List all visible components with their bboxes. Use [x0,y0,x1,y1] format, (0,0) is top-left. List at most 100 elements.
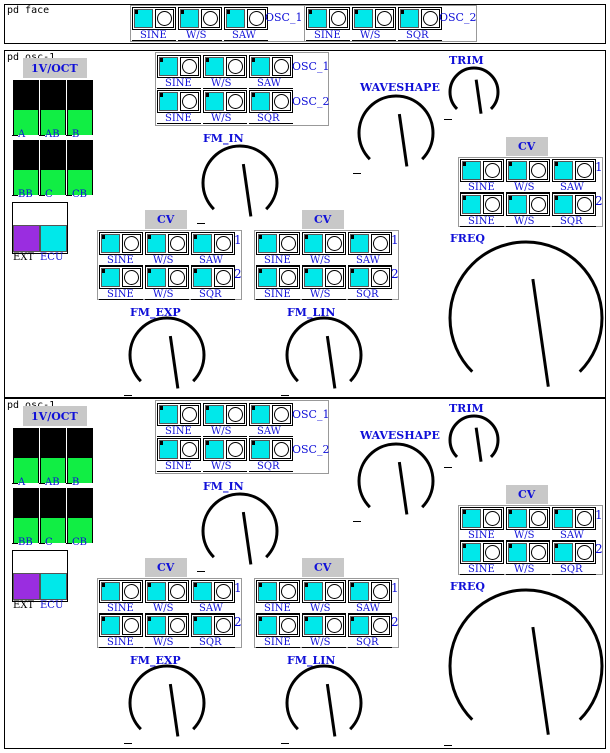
cv-slot[interactable]: SQR [347,613,393,648]
osc-select-slot[interactable]: SINE [156,89,202,124]
bang-button[interactable] [483,161,502,180]
cv-slot[interactable]: SAW [190,579,236,614]
cv-slot[interactable]: W/S [301,231,347,266]
bang-button[interactable] [325,268,344,287]
cv-slot[interactable]: W/S [301,265,347,300]
waveform-toggle[interactable] [350,234,369,253]
face-waveform-slot[interactable]: SAW [223,6,269,41]
cv-slot[interactable]: W/S [301,579,347,614]
cv-slot[interactable]: W/S [144,579,190,614]
osc-select-slot[interactable]: SINE [156,54,202,89]
pitch-vslider[interactable]: B [66,80,93,140]
bang-button[interactable] [575,161,594,180]
waveform-toggle[interactable] [258,268,277,287]
bang-button[interactable] [529,195,548,214]
bang-button[interactable] [529,509,548,528]
osc-select-slot[interactable]: W/S [202,402,248,437]
face-waveform-slot[interactable]: SINE [305,6,351,41]
bang-button[interactable] [575,195,594,214]
waveform-toggle[interactable] [508,161,527,180]
pitch-vslider[interactable]: CB [66,140,93,200]
bang-button[interactable] [371,616,390,635]
cv-slot[interactable]: W/S [144,231,190,266]
pitch-vslider[interactable]: AB [39,428,66,488]
bang-button[interactable] [214,268,233,287]
bang-button[interactable] [483,195,502,214]
osc-select-slot[interactable]: W/S [202,89,248,124]
waveform-toggle[interactable] [508,543,527,562]
waveform-toggle[interactable] [251,405,270,424]
bang-button[interactable] [168,268,187,287]
cv-slot[interactable]: SAW [190,231,236,266]
waveform-toggle[interactable] [159,57,178,76]
osc-select-slot[interactable]: W/S [202,54,248,89]
waveform-toggle[interactable] [193,616,212,635]
osc-select-slot[interactable]: W/S [202,437,248,472]
bang-button[interactable] [226,405,245,424]
waveform-toggle[interactable] [508,509,527,528]
cv-slot[interactable]: SINE [98,231,144,266]
cv-slot[interactable]: SQR [347,265,393,300]
waveform-toggle[interactable] [251,440,270,459]
cv-slot[interactable]: W/S [505,158,551,193]
bang-button[interactable] [180,92,199,111]
cv-slot[interactable]: SINE [255,265,301,300]
knob-number-box[interactable] [444,467,452,468]
knob-number-box[interactable] [353,521,361,522]
bang-button[interactable] [214,234,233,253]
waveform-toggle[interactable] [134,9,153,28]
bang-button[interactable] [279,234,298,253]
bang-button[interactable] [201,9,220,28]
bang-button[interactable] [272,440,291,459]
knob-number-box[interactable] [281,395,289,396]
pitch-vslider[interactable]: A [12,428,39,488]
knob-number-box[interactable] [197,571,205,572]
bang-button[interactable] [155,9,174,28]
cv-slot[interactable]: W/S [505,540,551,575]
cv-slot[interactable]: W/S [144,613,190,648]
cv-slot[interactable]: SINE [459,540,505,575]
waveform-toggle[interactable] [251,57,270,76]
cv-slot[interactable]: SQR [551,192,597,227]
knob-number-box[interactable] [124,395,132,396]
bang-button[interactable] [421,9,440,28]
waveform-toggle[interactable] [304,268,323,287]
waveform-toggle[interactable] [251,92,270,111]
cv-slot[interactable]: W/S [144,265,190,300]
waveform-toggle[interactable] [147,268,166,287]
cv-slot[interactable]: SAW [551,506,597,541]
bang-button[interactable] [168,616,187,635]
waveform-toggle[interactable] [304,616,323,635]
cv-slot[interactable]: SINE [459,506,505,541]
bang-button[interactable] [529,543,548,562]
knob-number-box[interactable] [124,743,132,744]
waveform-toggle[interactable] [508,195,527,214]
bang-button[interactable] [483,509,502,528]
cv-slot[interactable]: SQR [190,613,236,648]
waveform-toggle[interactable] [205,405,224,424]
pitch-vslider[interactable]: A [12,80,39,140]
waveform-toggle[interactable] [159,405,178,424]
waveform-toggle[interactable] [147,582,166,601]
waveform-toggle[interactable] [147,616,166,635]
waveform-toggle[interactable] [554,161,573,180]
waveform-toggle[interactable] [462,543,481,562]
bang-button[interactable] [575,543,594,562]
bang-button[interactable] [122,616,141,635]
waveshape-knob[interactable] [354,439,438,523]
waveform-toggle[interactable] [258,616,277,635]
bang-button[interactable] [226,92,245,111]
waveform-toggle[interactable] [159,440,178,459]
bang-button[interactable] [371,234,390,253]
bang-button[interactable] [325,234,344,253]
waveform-toggle[interactable] [193,234,212,253]
knob-number-box[interactable] [353,173,361,174]
trim-knob[interactable] [445,63,503,121]
cv-slot[interactable]: SINE [459,192,505,227]
waveform-toggle[interactable] [400,9,419,28]
cv-slot[interactable]: SINE [98,613,144,648]
pitch-vslider[interactable]: B [66,428,93,488]
waveform-toggle[interactable] [101,616,120,635]
cv-slot[interactable]: SINE [255,231,301,266]
bang-button[interactable] [375,9,394,28]
